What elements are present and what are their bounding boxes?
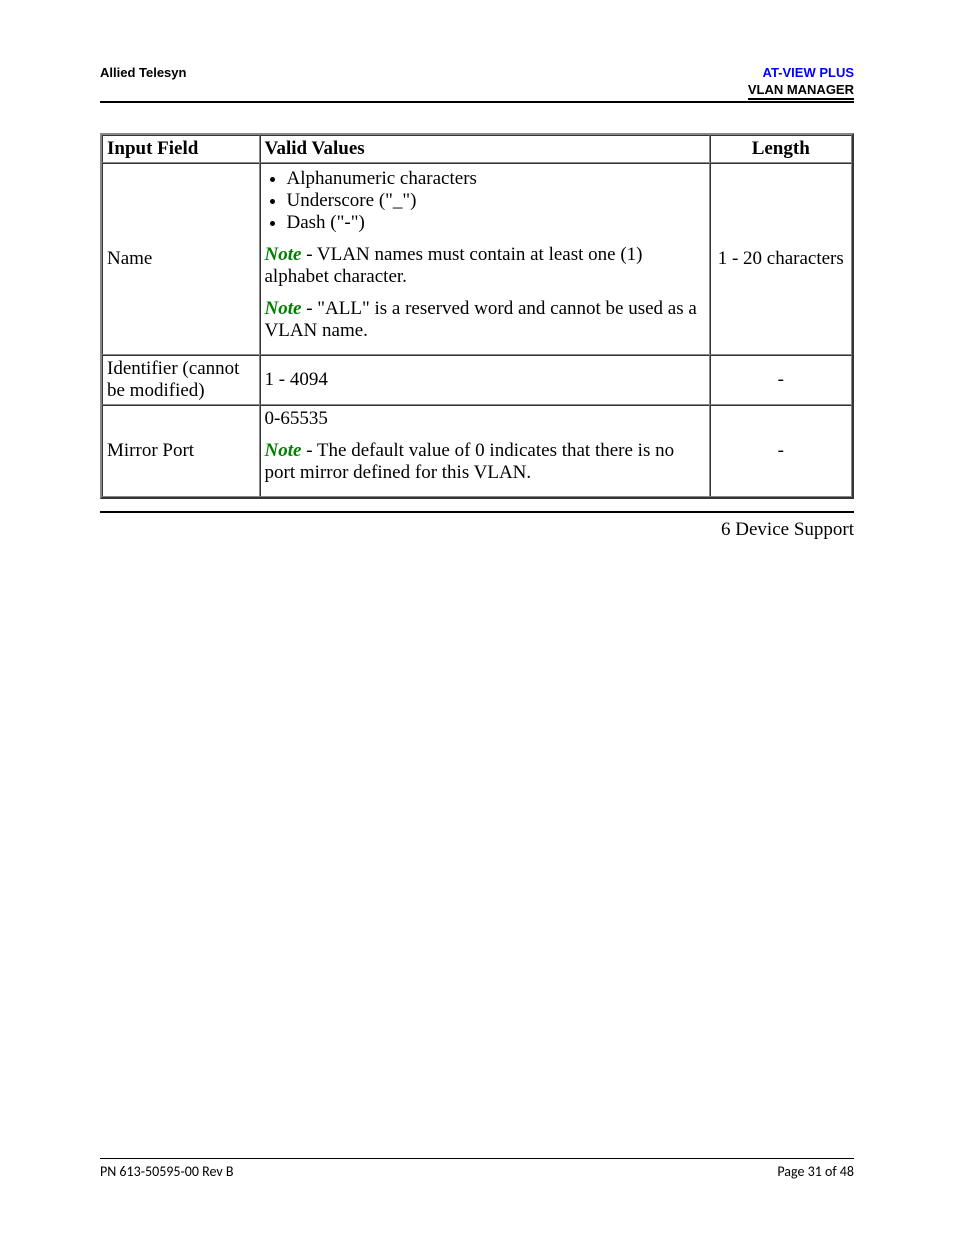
- note-paragraph: Note - "ALL" is a reserved word and cann…: [265, 298, 705, 342]
- col-input-field: Input Field: [102, 135, 260, 163]
- note-paragraph: Note - The default value of 0 indicates …: [265, 440, 705, 484]
- input-fields-table: Input Field Valid Values Length Name Alp…: [100, 133, 854, 499]
- cell-field: Name: [102, 163, 260, 355]
- list-item: Underscore ("_"): [287, 190, 705, 212]
- col-length: Length: [710, 135, 853, 163]
- note-text: "ALL" is a reserved word and cannot be u…: [265, 298, 697, 341]
- document-page: Allied Telesyn AT-VIEW PLUS VLAN MANAGER…: [0, 0, 954, 1235]
- footer-right: Page 31 of 48: [777, 1163, 854, 1180]
- value-text: 0-65535: [265, 408, 705, 430]
- cell-valid-values: Alphanumeric characters Underscore ("_")…: [260, 163, 710, 355]
- cell-field: Identifier (cannot be modified): [102, 355, 260, 405]
- cell-field: Mirror Port: [102, 405, 260, 497]
- table-row: Mirror Port 0-65535 Note - The default v…: [102, 405, 852, 497]
- note-label: Note: [265, 440, 302, 461]
- page-footer: PN 613-50595-00 Rev B Page 31 of 48: [100, 1158, 854, 1180]
- cell-valid-values: 0-65535 Note - The default value of 0 in…: [260, 405, 710, 497]
- table-header-row: Input Field Valid Values Length: [102, 135, 852, 163]
- valid-values-list: Alphanumeric characters Underscore ("_")…: [265, 168, 705, 234]
- cell-valid-values: 1 - 4094: [260, 355, 710, 405]
- note-paragraph: Note - VLAN names must contain at least …: [265, 244, 705, 288]
- note-text: The default value of 0 indicates that th…: [265, 440, 675, 483]
- header-right: AT-VIEW PLUS VLAN MANAGER: [748, 65, 854, 99]
- cell-length: -: [710, 405, 853, 497]
- note-label: Note: [265, 244, 302, 265]
- note-text: VLAN names must contain at least one (1)…: [265, 244, 643, 287]
- footer-left: PN 613-50595-00 Rev B: [100, 1163, 234, 1180]
- section-divider: [100, 511, 854, 513]
- cell-length: 1 - 20 characters: [710, 163, 853, 355]
- header-section: VLAN MANAGER: [748, 82, 854, 100]
- header-left: Allied Telesyn: [100, 65, 186, 80]
- list-item: Dash ("-"): [287, 212, 705, 234]
- note-label: Note: [265, 298, 302, 319]
- header-product: AT-VIEW PLUS: [748, 65, 854, 82]
- table-row: Identifier (cannot be modified) 1 - 4094…: [102, 355, 852, 405]
- col-valid-values: Valid Values: [260, 135, 710, 163]
- section-link: 6 Device Support: [100, 519, 854, 541]
- cell-length: -: [710, 355, 853, 405]
- list-item: Alphanumeric characters: [287, 168, 705, 190]
- table-row: Name Alphanumeric characters Underscore …: [102, 163, 852, 355]
- page-header: Allied Telesyn AT-VIEW PLUS VLAN MANAGER: [100, 65, 854, 103]
